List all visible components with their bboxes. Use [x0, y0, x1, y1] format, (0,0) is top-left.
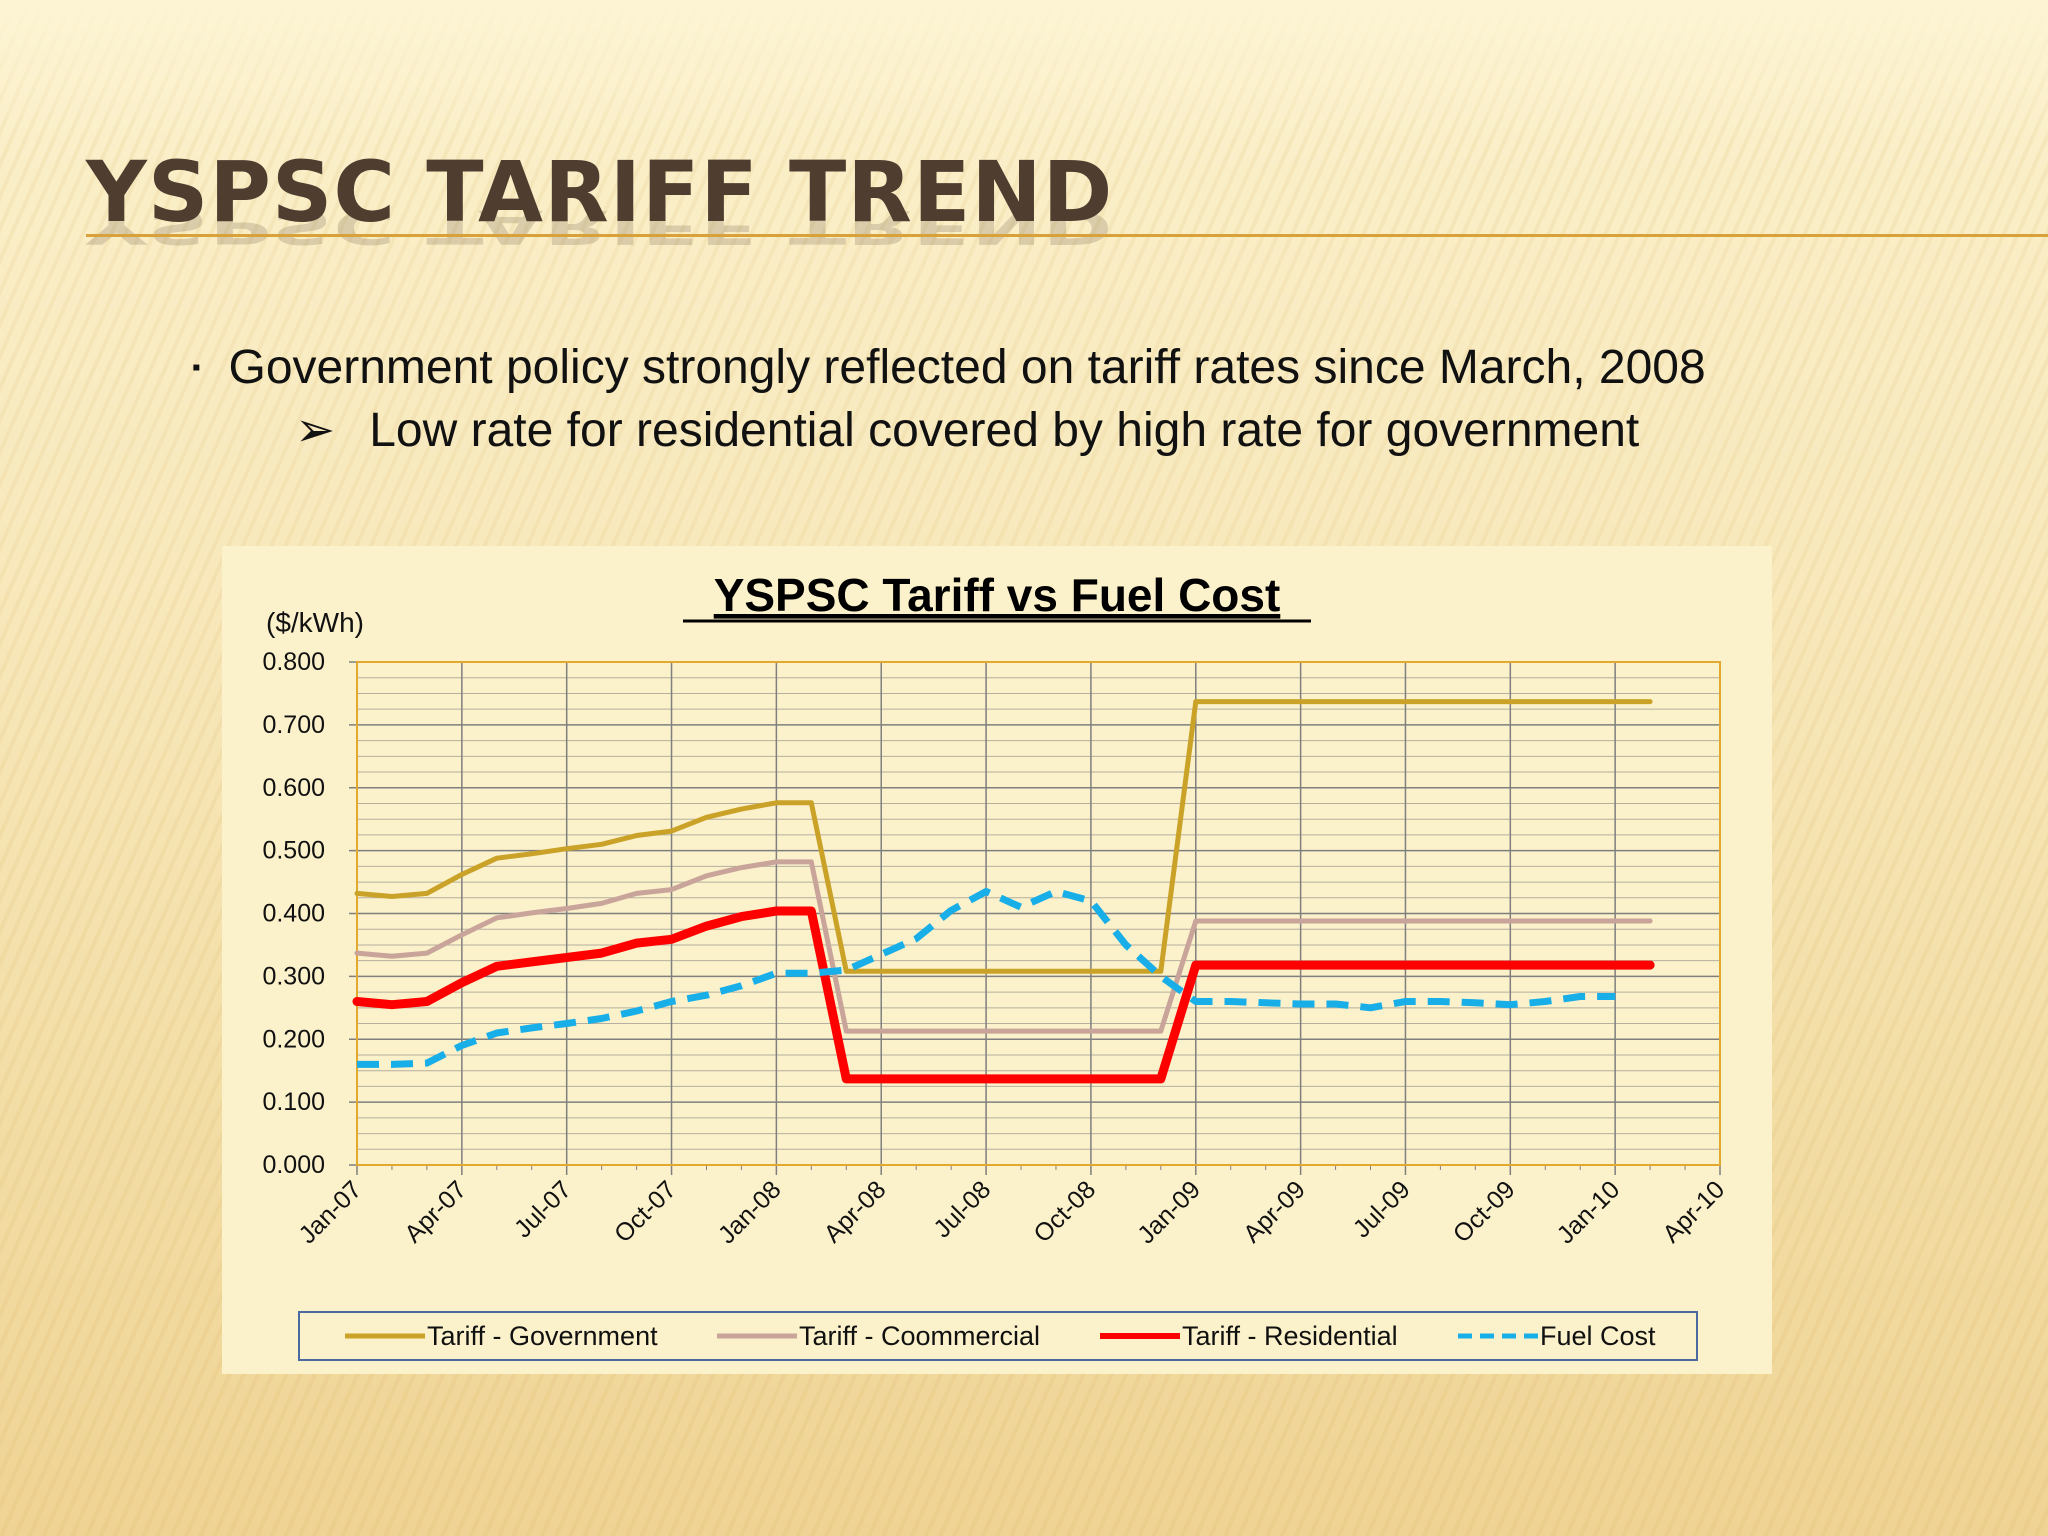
title-underline: [86, 234, 2048, 237]
sub-bullet-text: Low rate for residential covered by high…: [369, 404, 1640, 457]
arrow-bullet-icon: ➢: [295, 404, 336, 457]
legend-label: Tariff - Residential: [1182, 1321, 1398, 1351]
y-tick-label: 0.700: [262, 711, 325, 739]
y-tick-label: 0.200: [262, 1025, 325, 1053]
plot-border: [356, 661, 1721, 1166]
background-glow: [0, 0, 2048, 140]
x-tick-label: Jul-08: [928, 1175, 996, 1243]
bullet-item: ▪ Government policy strongly reflected on…: [192, 340, 1706, 395]
series-line-fuel-cost: [357, 888, 1616, 1068]
tariff-vs-fuel-cost-chart: 0.000 0.100 0.200 0.300 0.400 0.500 0.600 0.700…: [262, 569, 1730, 1361]
x-tick-label: Jan-08: [713, 1175, 787, 1249]
legend-label: Fuel Cost: [1540, 1321, 1656, 1351]
bullet-text: Government policy strongly reflected on …: [228, 341, 1706, 394]
x-tick-label: Jan-07: [293, 1175, 367, 1249]
y-tick-label: 0.400: [262, 900, 325, 928]
y-tick-label: 0.300: [262, 962, 325, 990]
series-line-tariff-coommercial: [354, 859, 1653, 1034]
sub-bullet-item: ➢ Low rate for residential covered by hig…: [295, 402, 1639, 458]
x-tick-label: Jul-07: [509, 1175, 577, 1243]
chart-container: 0.000 0.100 0.200 0.300 0.400 0.500 0.600 0.700…: [222, 546, 1772, 1374]
x-tick-label: Oct-07: [609, 1175, 682, 1248]
x-tick-label: Apr-08: [819, 1175, 892, 1248]
y-tick-label: 0.100: [262, 1088, 325, 1116]
chart-title: YSPSC Tariff vs Fuel Cost: [714, 569, 1281, 621]
bullet-square-icon: ▪: [192, 354, 201, 381]
y-axis-label: ($/kWh): [266, 607, 364, 638]
y-tick-label: 0.800: [262, 648, 325, 676]
series-line-tariff-government: [354, 699, 1653, 974]
x-tick-label: Jul-09: [1348, 1175, 1416, 1243]
x-tick-label: Oct-09: [1448, 1175, 1521, 1248]
x-tick-label: Apr-09: [1238, 1175, 1311, 1248]
y-tick-label: 0.500: [262, 837, 325, 865]
series-line-tariff-residential: [352, 906, 1655, 1084]
legend-label: Tariff - Coommercial: [799, 1321, 1040, 1351]
x-tick-label: Oct-08: [1028, 1175, 1101, 1248]
x-tick-label: Jan-10: [1552, 1175, 1626, 1249]
y-tick-label: 0.600: [262, 774, 325, 802]
x-tick-label: Apr-10: [1657, 1175, 1730, 1248]
y-tick-label: 0.000: [262, 1151, 325, 1179]
slide-title-reflection: YSPSC Tariff Trend: [86, 199, 1114, 254]
legend-label: Tariff - Government: [427, 1321, 658, 1351]
x-tick-label: Apr-07: [399, 1175, 472, 1248]
x-tick-label: Jan-09: [1132, 1175, 1206, 1249]
slide-title: YSPSC Tariff Trend: [86, 143, 1114, 241]
